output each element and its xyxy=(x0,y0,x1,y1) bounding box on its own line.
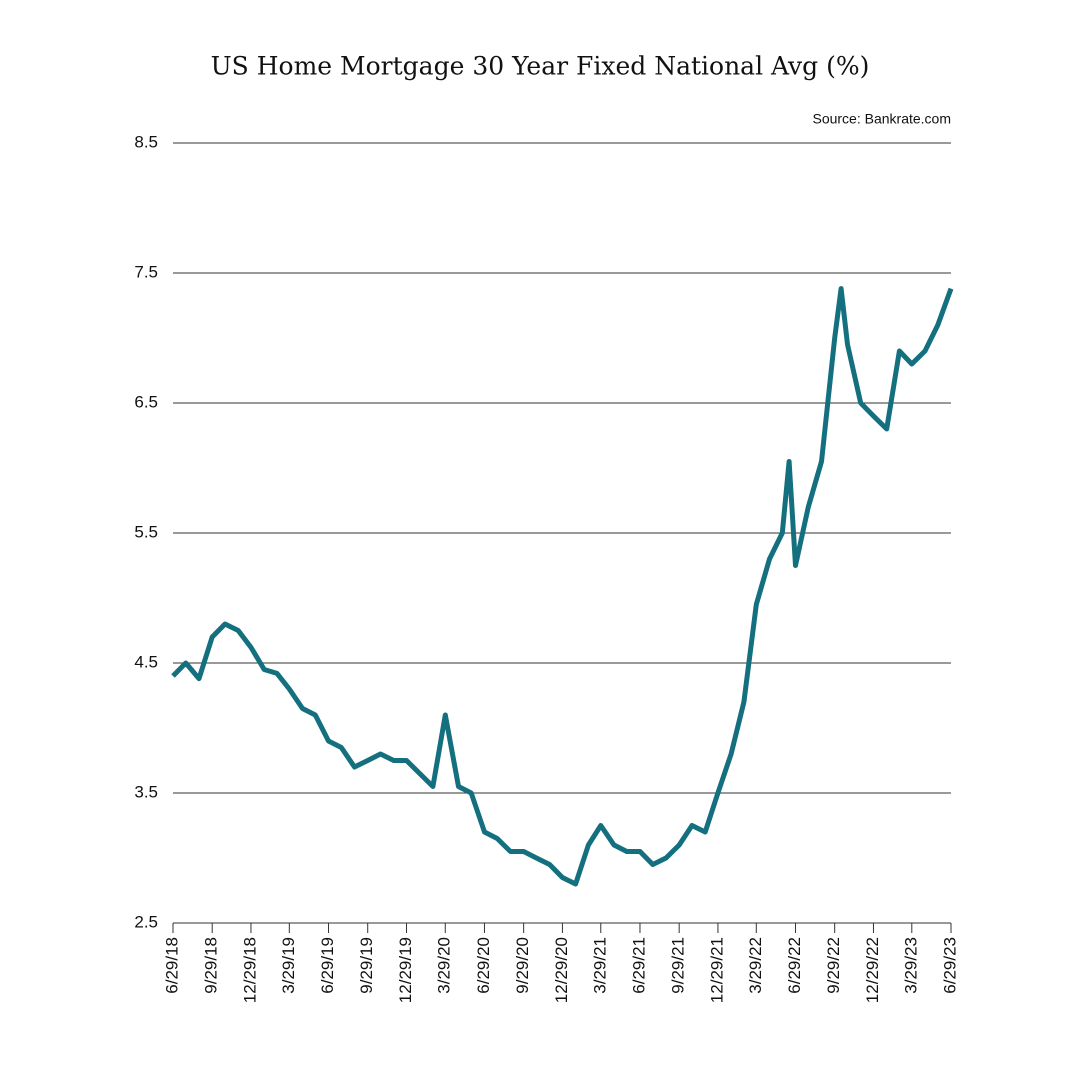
x-tick-label: 9/29/19 xyxy=(357,937,376,994)
chart-title: US Home Mortgage 30 Year Fixed National … xyxy=(211,52,870,81)
x-tick-label: 6/29/23 xyxy=(940,937,959,994)
x-tick-label: 3/29/22 xyxy=(746,937,765,994)
line xyxy=(171,286,954,887)
x-tick-label: 12/29/18 xyxy=(240,937,259,1003)
x-tick-label: 12/29/21 xyxy=(707,937,726,1003)
x-tick-label: 3/29/21 xyxy=(590,937,609,994)
y-tick-label: 5.5 xyxy=(134,522,158,541)
y-tick-label: 2.5 xyxy=(134,912,158,931)
x-tick-label: 6/29/19 xyxy=(318,937,337,994)
x-tick-label: 6/29/18 xyxy=(162,937,181,994)
x-tick-label: 6/29/21 xyxy=(629,937,648,994)
x-tick-label: 3/29/23 xyxy=(901,937,920,994)
y-tick-label: 6.5 xyxy=(134,392,158,411)
y-tick-label: 8.5 xyxy=(134,132,158,151)
x-tick-label: 12/29/20 xyxy=(552,937,571,1003)
y-tick-label: 3.5 xyxy=(134,782,158,801)
y-tick-label: 4.5 xyxy=(134,652,158,671)
x-tick-label: 9/29/22 xyxy=(824,937,843,994)
x-tick-label: 3/29/20 xyxy=(435,937,454,994)
x-tick-label: 3/29/19 xyxy=(279,937,298,994)
y-tick-label: 7.5 xyxy=(134,262,158,281)
x-tick-label: 12/29/22 xyxy=(863,937,882,1003)
x-tick-label: 9/29/18 xyxy=(202,937,221,994)
x-tick-label: 6/29/20 xyxy=(474,937,493,994)
x-tick-label: 12/29/19 xyxy=(396,937,415,1003)
x-tick-label: 9/29/21 xyxy=(669,937,688,994)
source: Source: Bankrate.com xyxy=(812,111,951,127)
x-tick-label: 9/29/20 xyxy=(513,937,532,994)
x-tick-label: 6/29/22 xyxy=(785,937,804,994)
